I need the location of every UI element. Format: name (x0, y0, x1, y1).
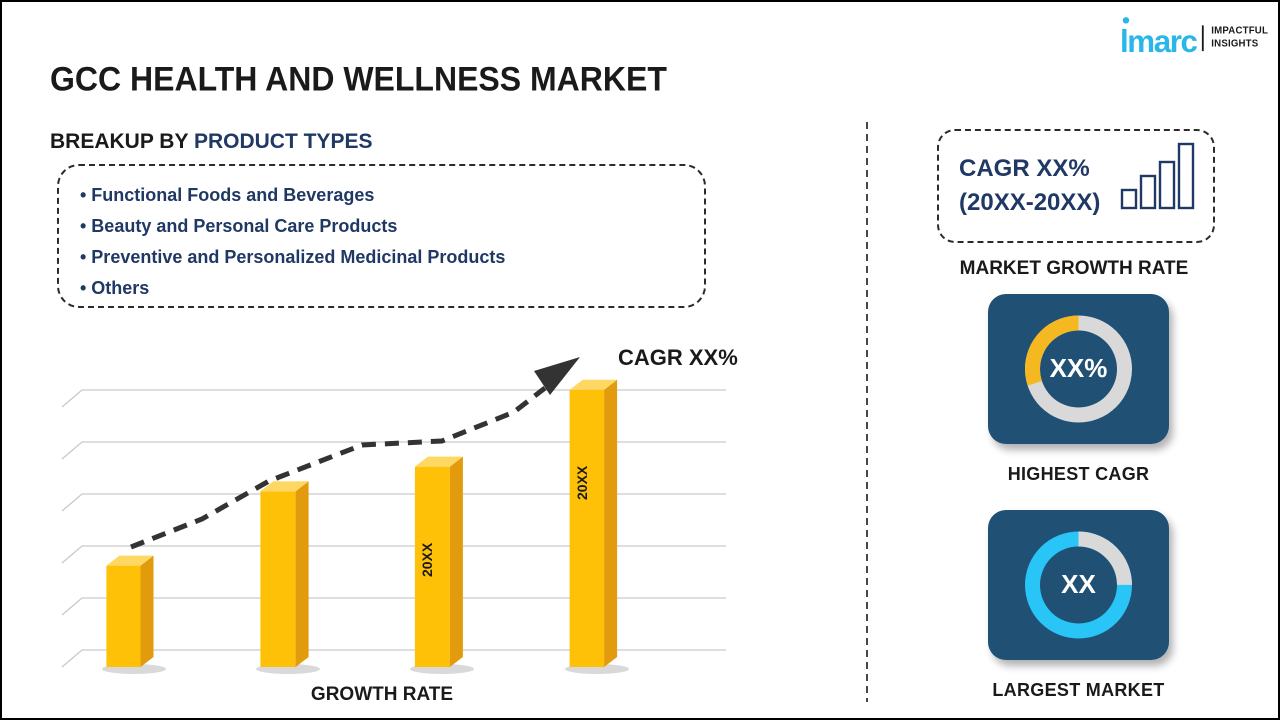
svg-text:CAGR XX%: CAGR XX% (618, 345, 738, 370)
svg-text:GROWTH RATE: GROWTH RATE (311, 684, 453, 705)
svg-text:20XX: 20XX (419, 542, 435, 577)
svg-text:XX%: XX% (1050, 353, 1108, 383)
svg-text:XX: XX (1061, 569, 1096, 599)
svg-text:20XX: 20XX (574, 465, 590, 500)
